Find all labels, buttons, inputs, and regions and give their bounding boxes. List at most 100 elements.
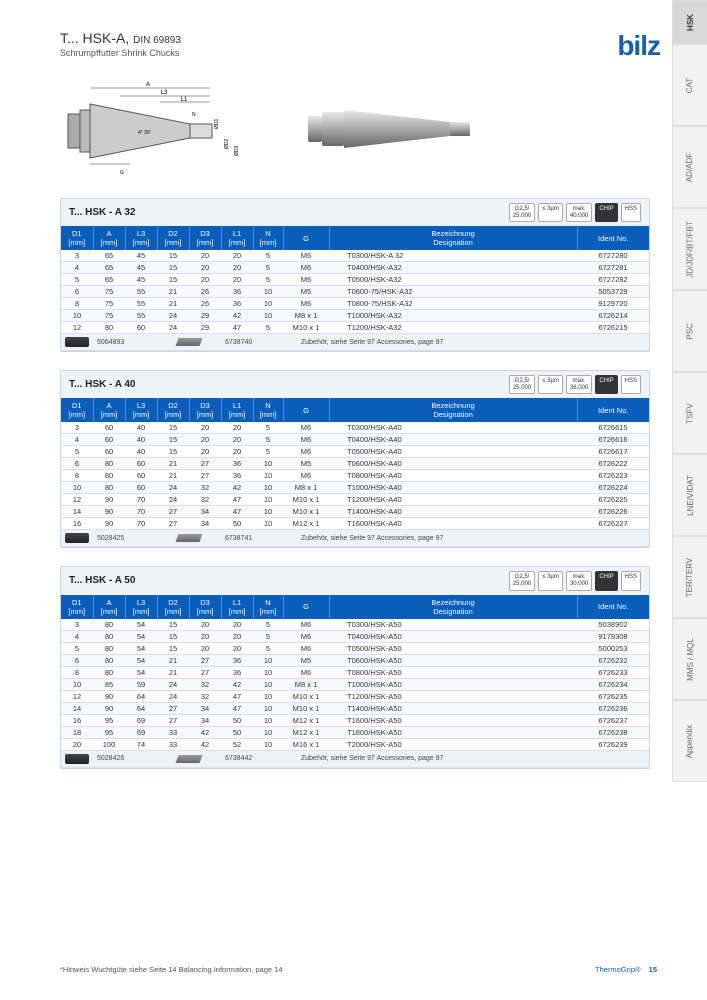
cell: M10 x 1 [283, 690, 329, 702]
cell: 10 [61, 678, 93, 690]
cell: 21 [157, 470, 189, 482]
acc-cell: 6738740 [221, 334, 283, 351]
col-head: G [283, 595, 329, 619]
acc-cell [61, 750, 93, 767]
cell: 8 [61, 298, 93, 310]
cell: 6726237 [577, 714, 649, 726]
cell: 80 [93, 482, 125, 494]
spec-badge: CHIP [595, 571, 617, 590]
svg-text:L3: L3 [161, 90, 168, 96]
cell: M6 [283, 262, 329, 274]
col-head: D2[mm] [157, 226, 189, 250]
cell: 20 [189, 446, 221, 458]
table-row: 16956927345010M12 x 1T1600/HSK-A50672623… [61, 714, 649, 726]
table-row: 18956933425010M12 x 1T1800/HSK-A50672623… [61, 726, 649, 738]
cell: 5 [253, 250, 283, 262]
table-section: T... HSK - A 32G2,5/25.000≤ 3µmmax.40.00… [60, 198, 650, 352]
cell: 36 [221, 654, 253, 666]
acc-cell: Zubehör, siehe Seite 97 Accessories, pag… [283, 334, 649, 351]
cell: 50 [221, 518, 253, 530]
side-tab[interactable]: MMS / MQL [672, 618, 707, 700]
side-tab[interactable]: AD/ADF [672, 126, 707, 208]
cell: 21 [157, 654, 189, 666]
cell: M6 [283, 470, 329, 482]
footer-right: ThermoGrip® 15 [595, 965, 657, 974]
acc-cell: 6738442 [221, 750, 283, 767]
cell: 64 [125, 702, 157, 714]
col-head: N[mm] [253, 398, 283, 422]
cell: 20 [221, 422, 253, 434]
cell: M6 [283, 630, 329, 642]
table-row: 12906424324710M10 x 1T1200/HSK-A50672623… [61, 690, 649, 702]
cell: 55 [125, 298, 157, 310]
col-head: BezeichnungDesignation [329, 595, 577, 619]
acc-cell [61, 530, 93, 547]
col-head: D3[mm] [189, 226, 221, 250]
cell: 21 [157, 666, 189, 678]
cell: 80 [93, 642, 125, 654]
cell: 6 [61, 286, 93, 298]
cell: 34 [189, 702, 221, 714]
cell: 5053729 [577, 286, 649, 298]
table-row: 565451520205M6T0500/HSK-A326727282 [61, 274, 649, 286]
col-head: N[mm] [253, 595, 283, 619]
cell: 10 [253, 298, 283, 310]
cell: 55 [125, 310, 157, 322]
acc-cell [157, 334, 221, 351]
cell: 40 [125, 434, 157, 446]
cell: T1600/HSK-A40 [329, 518, 577, 530]
diagram-row: A L3 L1 N ØD1 ØD2 ØD3 4° 30' G [60, 74, 660, 184]
cell: 15 [157, 434, 189, 446]
cell: 16 [61, 714, 93, 726]
cell: 10 [253, 678, 283, 690]
cell: 8 [61, 666, 93, 678]
side-tab[interactable]: CAT [672, 44, 707, 126]
side-tab[interactable]: Appendix [672, 700, 707, 782]
cell: M5 [283, 286, 329, 298]
side-tab[interactable]: LNE/VIDAT [672, 454, 707, 536]
cell: 90 [93, 702, 125, 714]
side-tab[interactable]: PSC [672, 290, 707, 372]
side-tab[interactable]: TER/TERV [672, 536, 707, 618]
cell: 45 [125, 262, 157, 274]
col-head: L1[mm] [221, 595, 253, 619]
col-head: Ident No. [577, 398, 649, 422]
side-tab[interactable]: TSFV [672, 372, 707, 454]
table-row: 14907027344710M10 x 1T1400/HSK-A40672622… [61, 506, 649, 518]
cell: 54 [125, 642, 157, 654]
acc-cell: 5028425 [93, 530, 157, 547]
cell: M10 x 1 [283, 702, 329, 714]
side-tab[interactable]: HSK [672, 0, 707, 44]
spec-badge: ≤ 3µm [538, 571, 563, 590]
accessories-row: 50284256738741Zubehör, siehe Seite 97 Ac… [61, 530, 649, 547]
cell: 24 [157, 482, 189, 494]
cell: 47 [221, 494, 253, 506]
cell: 90 [93, 506, 125, 518]
cell: 10 [253, 482, 283, 494]
cell: M12 x 1 [283, 726, 329, 738]
cell: 45 [125, 250, 157, 262]
cell: 20 [221, 630, 253, 642]
cell: 12 [61, 494, 93, 506]
cell: T1200/HSK-A50 [329, 690, 577, 702]
cell: 75 [93, 298, 125, 310]
title-din: DIN 69893 [133, 35, 181, 46]
cell: T2000/HSK-A50 [329, 738, 577, 750]
cell: 15 [157, 250, 189, 262]
cell: 54 [125, 666, 157, 678]
technical-drawing: A L3 L1 N ØD1 ØD2 ØD3 4° 30' G [60, 74, 260, 184]
cell: 100 [93, 738, 125, 750]
cell: 20 [221, 446, 253, 458]
side-tab[interactable]: JD/JDF/BT/FBT [672, 208, 707, 290]
cell: 5000253 [577, 642, 649, 654]
col-head: A[mm] [93, 595, 125, 619]
cell: 20 [221, 262, 253, 274]
cell: 27 [189, 470, 221, 482]
spec-badge: HSS [621, 375, 641, 394]
table-row: 10806024324210M8 x 1T1000/HSK-A406726224 [61, 482, 649, 494]
col-head: G [283, 226, 329, 250]
cell: 3 [61, 619, 93, 631]
cell: 20 [221, 434, 253, 446]
footer: *Hinweis Wuchtgüte siehe Seite 14 Balanc… [60, 965, 657, 974]
table-row: 6805421273610M5T0600/HSK-A506726232 [61, 654, 649, 666]
